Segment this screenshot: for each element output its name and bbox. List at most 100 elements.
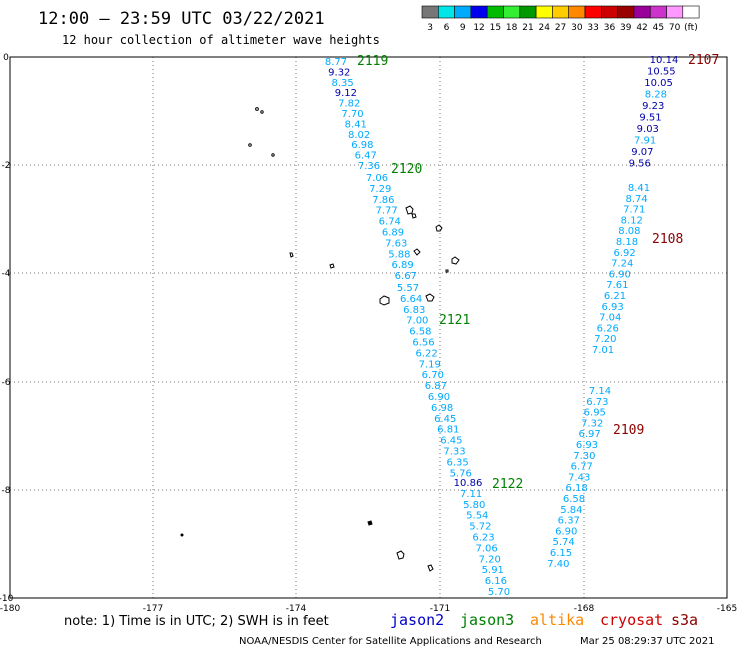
colorbar-swatch — [437, 5, 455, 19]
pass-label: 2122 — [492, 477, 523, 492]
pass-2109: 7.146.736.957.326.976.937.306.777.436.18… — [547, 386, 644, 570]
wave-height-value: 6.87 — [425, 381, 447, 392]
colorbar-swatch — [503, 5, 521, 19]
wave-height-value: 10.86 — [454, 478, 483, 489]
wave-height-value: 8.12 — [621, 215, 643, 226]
wave-height-value: 8.28 — [645, 90, 667, 101]
wave-height-value: 6.16 — [485, 576, 507, 587]
satellite-cryosat: cryosat — [600, 611, 663, 629]
wave-height-value: 7.20 — [594, 334, 616, 345]
colorbar-label: (ft) — [684, 23, 698, 33]
wave-height-value: 6.58 — [409, 327, 431, 338]
x-tick-label: -180 — [0, 604, 20, 614]
wave-height-value: 7.01 — [592, 345, 614, 356]
wave-height-value: 7.06 — [366, 173, 388, 184]
colorbar-label: 18 — [506, 23, 518, 33]
wave-height-value: 6.26 — [597, 323, 619, 334]
wave-height-value: 6.93 — [576, 440, 598, 451]
pass-label: 2109 — [613, 423, 644, 438]
colorbar-swatch — [454, 5, 472, 19]
wave-height-value: 6.67 — [395, 271, 417, 282]
wave-height-value: 7.77 — [375, 206, 397, 217]
wave-height-value: 7.29 — [369, 184, 391, 195]
pass-2122: 10.867.115.805.545.726.237.067.205.916.1… — [454, 477, 524, 598]
wave-height-value: 5.76 — [450, 468, 472, 479]
wave-height-value: 7.63 — [385, 238, 407, 249]
wave-height-value: 7.30 — [573, 451, 595, 462]
y-tick-label: 0 — [3, 53, 9, 63]
colorbar-swatch — [552, 5, 570, 19]
wave-height-value: 7.86 — [372, 195, 394, 206]
wave-height-value: 9.51 — [639, 113, 661, 124]
wave-height-value: 8.41 — [628, 183, 650, 194]
colorbar-label: 21 — [522, 23, 533, 33]
wave-height-value: 6.47 — [355, 151, 377, 162]
pass-2108: 8.418.747.718.128.088.186.927.246.907.61… — [592, 183, 683, 356]
wave-height-value: 8.35 — [331, 78, 353, 89]
wave-height-value: 6.22 — [415, 348, 437, 359]
wave-height-value: 6.45 — [440, 436, 462, 447]
island-outlines — [180, 107, 460, 572]
wave-height-value: 6.45 — [434, 414, 456, 425]
wave-height-value: 7.11 — [460, 489, 482, 500]
map-grid: -180 -177 -174 -171 -168 -165 0 -2 -4 -6 -8 -10 — [0, 53, 737, 614]
map-subtitle: 12 hour collection of altimeter wave hei… — [62, 33, 380, 47]
wave-height-value: 5.70 — [488, 587, 510, 598]
wave-height-value: 7.61 — [606, 280, 628, 291]
wave-height-value: 6.56 — [412, 338, 434, 349]
wave-height-value: 7.00 — [406, 316, 428, 327]
y-tick-label: -4 — [2, 269, 11, 279]
map-title: 12:00 – 23:59 UTC 03/22/2021 — [38, 9, 325, 29]
pass-2119: 8.779.328.359.127.827.708.418.026.986.47… — [325, 54, 388, 172]
wave-height-value: 7.40 — [547, 559, 569, 570]
wave-height-value: 6.58 — [563, 494, 585, 505]
wave-height-value: 10.14 — [650, 55, 679, 66]
wave-height-value: 6.35 — [446, 457, 468, 468]
wave-height-value: 6.92 — [613, 248, 635, 259]
wave-height-value: 6.81 — [437, 425, 459, 436]
wave-height-value: 6.95 — [584, 408, 606, 419]
y-tick-label: -10 — [0, 594, 14, 604]
wave-height-value: 9.12 — [335, 88, 357, 99]
wave-height-value: 5.80 — [463, 500, 485, 511]
wave-height-value: 6.64 — [400, 294, 422, 305]
colorbar-swatch — [519, 5, 537, 19]
wave-height-value: 8.41 — [345, 119, 367, 130]
colorbar-legend: 3 6 9 12 15 18 21 24 27 30 33 36 39 42 45 70 (ft) — [421, 5, 700, 33]
y-tick-label: -2 — [2, 161, 11, 171]
wave-height-value: 5.72 — [469, 522, 491, 533]
colorbar-swatch — [568, 5, 586, 19]
colorbar-label: 42 — [636, 23, 647, 33]
wave-height-value: 8.02 — [348, 130, 370, 141]
wave-height-value: 9.23 — [642, 101, 664, 112]
pass-label: 2119 — [357, 54, 388, 69]
wave-height-value: 6.77 — [571, 462, 593, 473]
wave-height-value: 7.71 — [623, 205, 645, 216]
wave-height-value: 7.82 — [338, 99, 360, 110]
wave-height-value: 6.90 — [428, 392, 450, 403]
wave-height-value: 7.36 — [358, 161, 380, 172]
wave-height-passes: 8.779.328.359.127.827.708.418.026.986.47… — [325, 53, 719, 598]
wave-height-value: 6.37 — [558, 516, 580, 527]
wave-height-value: 7.24 — [611, 259, 633, 270]
wave-height-value: 8.74 — [625, 194, 647, 205]
pass-label: 2107 — [688, 53, 719, 68]
wave-height-value: 6.74 — [379, 217, 401, 228]
wave-height-value: 6.93 — [601, 302, 623, 313]
wave-height-value: 7.43 — [568, 472, 590, 483]
y-tick-label: -6 — [2, 378, 11, 388]
wave-height-value: 5.54 — [466, 511, 488, 522]
pass-label: 2108 — [652, 232, 683, 247]
wave-height-value: 5.74 — [552, 537, 574, 548]
wave-height-value: 10.05 — [644, 78, 673, 89]
wave-height-value: 9.03 — [637, 124, 659, 135]
satellite-jason2: jason2 — [390, 611, 444, 629]
wave-height-value: 6.89 — [382, 228, 404, 239]
wave-height-value: 7.33 — [443, 447, 465, 458]
colorbar-swatch — [600, 5, 618, 19]
colorbar-label: 33 — [587, 23, 598, 33]
colorbar-label: 12 — [473, 23, 484, 33]
colorbar-swatch — [649, 5, 667, 19]
colorbar-label: 30 — [571, 23, 583, 33]
colorbar-label: 27 — [555, 23, 566, 33]
